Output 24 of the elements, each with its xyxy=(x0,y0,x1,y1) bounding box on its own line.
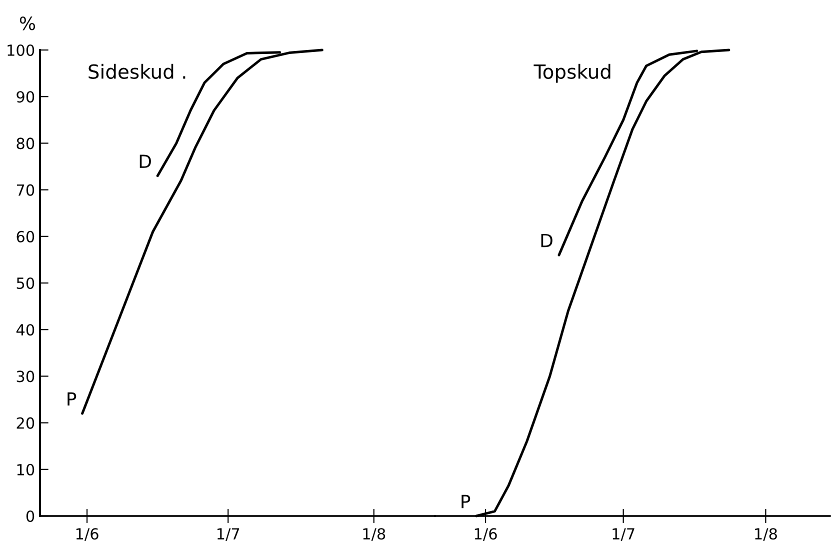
y-tick-label: 30 xyxy=(16,370,34,382)
series-label: P xyxy=(462,494,470,508)
x-tick-label: 1/7 xyxy=(217,528,240,541)
y-tick-label: 100 xyxy=(8,44,34,56)
y-tick-label: 50 xyxy=(16,277,34,290)
series-label: P xyxy=(68,392,76,406)
y-tick-label: 40 xyxy=(16,324,34,336)
y-tick-label: 10 xyxy=(17,464,34,476)
x-tick-label: 1/8 xyxy=(755,528,777,541)
text: Sideskud . xyxy=(88,64,186,79)
x-tick-label: 1/8 xyxy=(363,528,386,541)
y-tick-label: 60 xyxy=(16,230,34,242)
x-tick-label: 1/6 xyxy=(76,528,98,541)
y-tick-label: 90 xyxy=(16,91,34,103)
text: Topskud xyxy=(534,64,610,83)
series-label: D xyxy=(140,154,151,168)
x-tick-label: 1/6 xyxy=(474,528,497,541)
y-tick-label: 0 xyxy=(26,510,34,522)
y-axis-title: % xyxy=(20,16,36,30)
series-label: D xyxy=(541,234,552,248)
y-tick-label: 80 xyxy=(16,138,34,150)
x-tick-label: 1/7 xyxy=(612,528,634,541)
y-tick-label: 20 xyxy=(16,417,34,429)
y-tick-label: 70 xyxy=(16,184,34,196)
